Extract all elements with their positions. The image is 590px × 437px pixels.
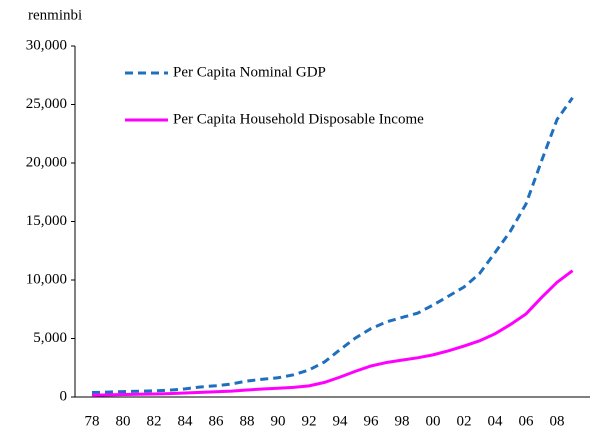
x-tick-label: 02 <box>457 413 472 429</box>
x-tick-label: 88 <box>240 413 255 429</box>
y-tick-label: 25,000 <box>26 96 67 112</box>
x-tick-label: 86 <box>209 413 225 429</box>
x-tick-label: 96 <box>364 413 380 429</box>
line <box>91 269 574 397</box>
x-tick-label: 90 <box>271 413 286 429</box>
y-tick-label: 20,000 <box>26 154 67 170</box>
legend-label: Per Capita Nominal GDP <box>173 64 326 80</box>
x-tick-label: 92 <box>302 413 317 429</box>
x-tick-label: 78 <box>85 413 100 429</box>
y-tick-label: 10,000 <box>26 271 67 287</box>
y-axis-label: renminbi <box>28 7 82 23</box>
legend-label: Per Capita Household Disposable Income <box>173 111 424 127</box>
line <box>91 96 574 395</box>
x-tick-label: 94 <box>333 413 349 429</box>
x-tick-label: 84 <box>178 413 194 429</box>
x-tick-label: 98 <box>395 413 410 429</box>
y-tick-label: 30,000 <box>26 37 67 53</box>
x-tick-label: 00 <box>426 413 441 429</box>
y-tick-label: 0 <box>60 388 68 404</box>
x-tick-label: 80 <box>116 413 131 429</box>
x-tick-label: 04 <box>488 413 504 429</box>
y-tick-label: 5,000 <box>33 330 67 346</box>
x-tick-label: 82 <box>147 413 162 429</box>
y-tick-label: 15,000 <box>26 213 67 229</box>
x-tick-label: 06 <box>519 413 535 429</box>
x-tick-label: 08 <box>550 413 565 429</box>
